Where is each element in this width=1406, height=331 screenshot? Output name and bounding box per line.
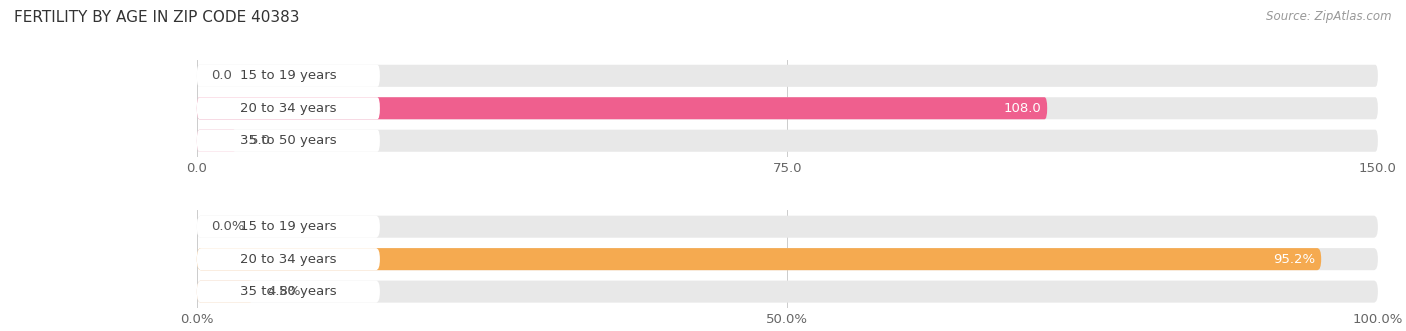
Text: 0.0: 0.0 [211,69,232,82]
Text: 35 to 50 years: 35 to 50 years [240,134,336,147]
FancyBboxPatch shape [197,97,1047,119]
FancyBboxPatch shape [197,281,380,303]
Text: FERTILITY BY AGE IN ZIP CODE 40383: FERTILITY BY AGE IN ZIP CODE 40383 [14,10,299,25]
FancyBboxPatch shape [197,130,380,152]
Text: 4.8%: 4.8% [267,285,301,298]
FancyBboxPatch shape [197,216,380,238]
Text: 95.2%: 95.2% [1274,253,1315,266]
Text: 35 to 50 years: 35 to 50 years [240,285,336,298]
FancyBboxPatch shape [197,65,380,87]
Text: 108.0: 108.0 [1004,102,1042,115]
FancyBboxPatch shape [197,248,380,270]
Text: 15 to 19 years: 15 to 19 years [240,69,336,82]
FancyBboxPatch shape [197,248,1378,270]
Text: 20 to 34 years: 20 to 34 years [240,253,336,266]
FancyBboxPatch shape [197,97,380,119]
FancyBboxPatch shape [197,65,1378,87]
FancyBboxPatch shape [197,248,1322,270]
Text: 15 to 19 years: 15 to 19 years [240,220,336,233]
Text: 20 to 34 years: 20 to 34 years [240,102,336,115]
FancyBboxPatch shape [197,216,1378,238]
FancyBboxPatch shape [197,281,253,303]
FancyBboxPatch shape [197,97,1378,119]
FancyBboxPatch shape [197,130,236,152]
Text: 5.0: 5.0 [250,134,271,147]
FancyBboxPatch shape [197,281,1378,303]
Text: Source: ZipAtlas.com: Source: ZipAtlas.com [1267,10,1392,23]
Text: 0.0%: 0.0% [211,220,245,233]
FancyBboxPatch shape [197,130,1378,152]
